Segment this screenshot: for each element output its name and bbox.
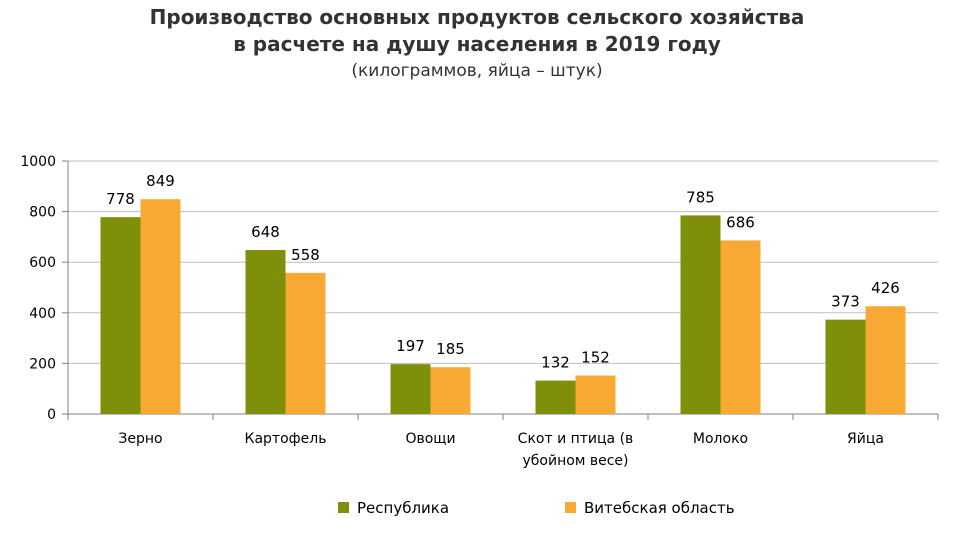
bar-vitebsk: [140, 199, 181, 414]
data-label: 152: [581, 349, 610, 367]
data-label: 197: [396, 337, 425, 355]
bar-vitebsk: [430, 367, 471, 414]
bar-republic: [245, 250, 286, 414]
y-tick-label: 800: [29, 205, 56, 221]
bars: [100, 199, 906, 414]
bar-republic: [100, 217, 141, 414]
legend: Республика Витебская область: [338, 499, 735, 517]
category-label: Яйца: [847, 431, 884, 447]
y-tick-label: 400: [29, 306, 56, 322]
bar-vitebsk: [575, 375, 616, 414]
bar-republic: [680, 215, 721, 414]
legend-swatch-vitebsk: [565, 502, 576, 513]
bar-vitebsk: [720, 240, 761, 414]
bar-vitebsk: [865, 306, 906, 414]
category-label: Овощи: [405, 431, 455, 447]
y-tick-label: 600: [29, 255, 56, 271]
gridlines: [68, 160, 938, 364]
y-tick-label: 0: [47, 407, 56, 423]
bar-vitebsk: [285, 272, 326, 414]
y-tick-label: 200: [29, 356, 56, 372]
data-label: 558: [291, 246, 320, 264]
data-label: 132: [541, 354, 570, 372]
data-label: 849: [146, 172, 175, 190]
data-labels: 778 849 648 558 197 185 132 152 785 686 373 426: [106, 172, 900, 371]
chart-subtitle: (килограммов, яйца – штук): [351, 61, 603, 81]
category-label: Скот и птица (в: [518, 431, 634, 447]
legend-label: Витебская область: [584, 499, 735, 517]
data-label: 785: [686, 188, 715, 206]
bar-republic: [825, 319, 866, 414]
category-label: Зерно: [118, 431, 162, 447]
data-label: 778: [106, 190, 135, 208]
axes: 0 200 400 600 800 1000 Зерно Картофель Овощи Скот…: [20, 154, 939, 469]
legend-label: Республика: [357, 499, 449, 517]
y-tick-label: 1000: [20, 154, 56, 170]
data-label: 373: [831, 293, 860, 311]
data-label: 185: [436, 340, 465, 358]
data-label: 686: [726, 213, 755, 231]
legend-swatch-republic: [338, 502, 349, 513]
bar-republic: [535, 380, 576, 414]
category-label: убойном весе): [523, 453, 629, 469]
chart-title-block: Производство основных продуктов сельског…: [0, 4, 954, 84]
category-label: Молоко: [693, 431, 748, 447]
chart-title-line-1: Производство основных продуктов сельског…: [149, 5, 805, 29]
bar-republic: [390, 364, 431, 414]
chart-title-line-2: в расчете на душу населения в 2019 году: [233, 32, 721, 56]
data-label: 426: [871, 279, 900, 297]
data-label: 648: [251, 223, 280, 241]
category-label: Картофель: [245, 431, 327, 447]
